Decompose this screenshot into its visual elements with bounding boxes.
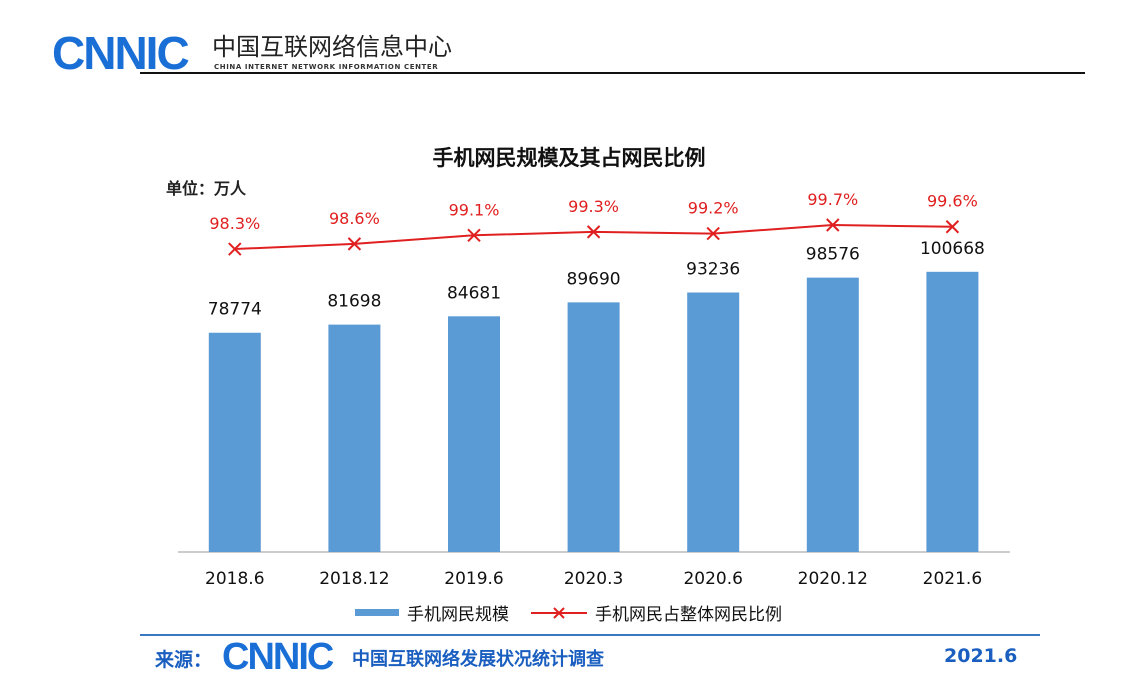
ratio-value-label: 99.7% <box>807 190 858 209</box>
legend-bar-swatch <box>355 609 399 616</box>
bar <box>926 271 979 552</box>
bar-value-label: 89690 <box>567 269 621 289</box>
chart-title: 手机网民规模及其占网民比例 <box>432 146 706 170</box>
bar-value-label: 84681 <box>447 283 501 303</box>
source-label: 来源： <box>155 649 213 671</box>
ratio-value-label: 99.6% <box>927 192 978 211</box>
report-name: 中国互联网络发展状况统计调查 <box>352 649 604 670</box>
org-name: 中国互联网络信息中心 <box>212 33 452 61</box>
footer-cnnic-logo: CNNIC <box>222 636 334 678</box>
bar-value-label: 78774 <box>208 300 262 320</box>
legend-bar-label: 手机网民规模 <box>407 605 509 625</box>
footer-divider <box>140 634 1040 636</box>
bar <box>687 292 740 552</box>
ratio-marker <box>228 242 242 256</box>
bar <box>328 324 381 552</box>
x-tick-label: 2018.12 <box>319 569 389 589</box>
ratio-value-label: 99.1% <box>449 200 500 219</box>
ratio-marker <box>347 237 362 251</box>
x-tick-label: 2020.6 <box>683 569 742 589</box>
bar-value-label: 93236 <box>686 259 740 279</box>
bar <box>806 277 859 552</box>
unit-label: 单位：万人 <box>166 179 247 198</box>
x-tick-label: 2021.6 <box>923 569 982 589</box>
bar-value-label: 81698 <box>327 292 381 312</box>
bar-value-label: 100668 <box>920 239 985 259</box>
cnnic-logo: CNNIC <box>52 27 190 79</box>
ratio-marker <box>586 225 601 239</box>
ratio-value-label: 98.6% <box>329 209 380 228</box>
report-date: 2021.6 <box>944 645 1018 667</box>
bar-value-label: 98576 <box>806 245 860 265</box>
ratio-marker <box>826 218 840 232</box>
ratio-value-label: 99.3% <box>568 197 619 216</box>
bar <box>208 332 261 552</box>
bar <box>448 316 500 552</box>
ratio-value-label: 99.2% <box>688 199 739 218</box>
org-name-en: CHINA INTERNET NETWORK INFORMATION CENTE… <box>214 63 439 71</box>
legend: 手机网民规模 手机网民占整体网民比例 <box>355 600 782 625</box>
x-tick-label: 2020.3 <box>564 569 623 589</box>
ratio-marker <box>706 226 720 241</box>
x-tick-label: 2019.6 <box>444 569 503 589</box>
header-divider <box>140 72 1085 74</box>
x-tick-label: 2020.12 <box>798 569 868 589</box>
legend-line-swatch <box>531 606 587 619</box>
legend-line-label: 手机网民占整体网民比例 <box>595 605 782 625</box>
x-tick-label: 2018.6 <box>205 569 264 589</box>
ratio-marker <box>945 220 960 234</box>
ratio-marker <box>467 228 481 243</box>
bar <box>567 302 620 552</box>
ratio-value-label: 98.3% <box>209 214 260 233</box>
